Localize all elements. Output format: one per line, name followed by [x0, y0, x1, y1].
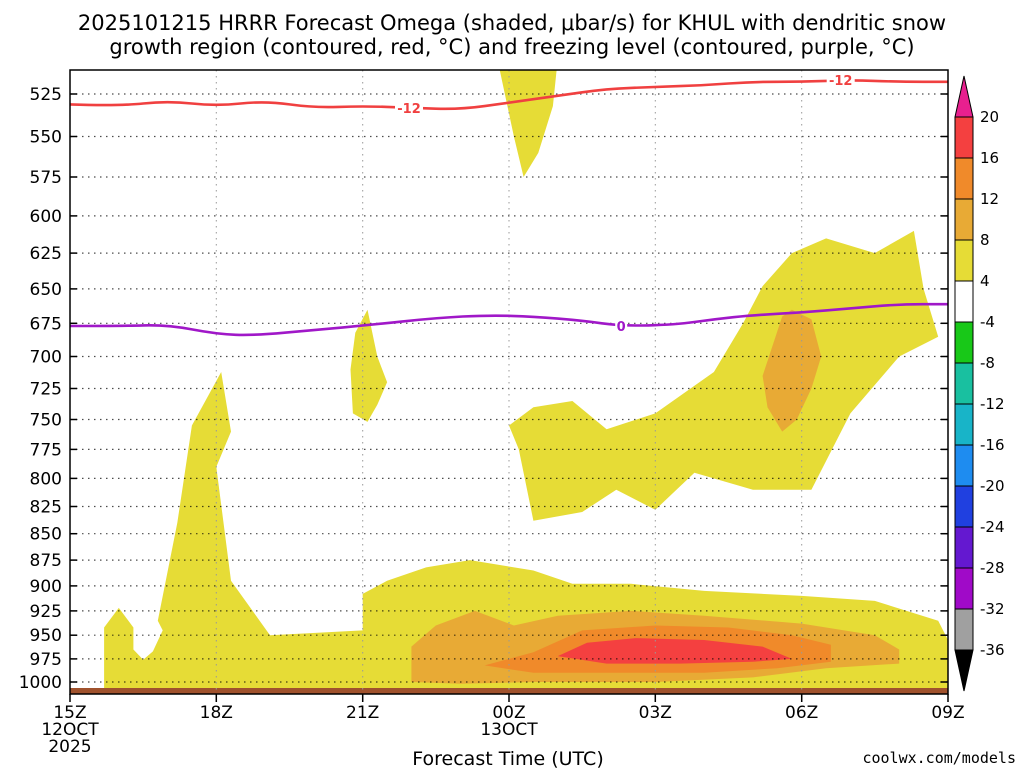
colorbar-bin-6 — [954, 362, 974, 405]
colorbar-label-11: -28 — [980, 559, 1005, 577]
y-axis: 525 550 575 600 625 650 675 700 725 750 775 800 825 8… — [19, 85, 948, 693]
omega-region-4-1 — [509, 230, 939, 521]
title-line-2: growth region (contoured, red, °C) and f… — [109, 35, 914, 59]
omega-region-4-3 — [350, 309, 388, 422]
colorbar-label-2: 12 — [980, 190, 999, 208]
colorbar-label-4: 4 — [980, 272, 990, 290]
colorbar-label-8: -16 — [980, 436, 1005, 454]
x-tick-label-3-0: 18Z — [200, 703, 233, 723]
contour-label-bg-0-0 — [395, 99, 423, 115]
x-tick-label-0-2: 2025 — [48, 737, 91, 757]
x-tick-label-0-0: 15Z — [53, 703, 86, 723]
colorbar-bin-11 — [954, 567, 974, 610]
contour-line-0 — [70, 79, 948, 111]
x-tick-label-6-0: 21Z — [346, 703, 379, 723]
omega-region-16-7 — [557, 638, 792, 664]
colorbar-label-12: -32 — [980, 600, 1005, 618]
colorbar-bin-12 — [954, 608, 974, 651]
colorbar: 20 16 12 8 4 -4 -8 -12 -16 -20 -24 -28 -32 -36 — [954, 75, 1005, 692]
chart-title: 2025101215 HRRR Forecast Omega (shaded, … — [78, 11, 946, 59]
y-tick-label-850: 850 — [30, 525, 62, 545]
y-tick-label-675: 675 — [30, 314, 62, 334]
y-tick-label-775: 775 — [30, 440, 62, 460]
y-tick-label-975: 975 — [30, 650, 62, 670]
x-tick-label-15-0: 06Z — [785, 703, 818, 723]
y-tick-label-900: 900 — [30, 577, 62, 597]
grid-lines — [70, 70, 948, 694]
credit-link[interactable]: coolwx.com/models — [862, 749, 1016, 767]
x-tick-label-9-1: 13OCT — [480, 720, 538, 740]
y-tick-label-550: 550 — [30, 128, 62, 148]
colorbar-label-5: -4 — [980, 313, 995, 331]
omega-region-8-4 — [762, 309, 822, 432]
title-line-1: 2025101215 HRRR Forecast Omega (shaded, … — [78, 11, 946, 35]
temperature-contours: -12 -12 0 — [70, 72, 948, 337]
colorbar-top-arrow — [954, 75, 974, 118]
x-tick-label-12-0: 03Z — [639, 703, 672, 723]
colorbar-bin-9 — [954, 485, 974, 528]
colorbar-label-1: 16 — [980, 149, 999, 167]
x-tick-label-0-1: 12OCT — [41, 720, 99, 740]
colorbar-label-3: 8 — [980, 231, 990, 249]
colorbar-label-0: 20 — [980, 108, 999, 126]
x-tick-label-18-0: 09Z — [931, 703, 964, 723]
contour-label-0-1: -12 — [829, 74, 853, 89]
y-tick-label-575: 575 — [30, 168, 62, 188]
y-tick-label-1000: 1000 — [19, 673, 62, 693]
contour-label-1-0: 0 — [617, 320, 626, 335]
y-tick-label-625: 625 — [30, 244, 62, 264]
y-tick-label-725: 725 — [30, 380, 62, 400]
contour-label-bg-0-1 — [826, 72, 855, 87]
colorbar-bin-0 — [954, 116, 974, 159]
y-tick-label-925: 925 — [30, 602, 62, 622]
y-tick-label-600: 600 — [30, 207, 62, 227]
colorbar-label-10: -24 — [980, 518, 1005, 536]
y-tick-label-700: 700 — [30, 348, 62, 368]
colorbar-label-9: -20 — [980, 477, 1005, 495]
contour-label-0-0: -12 — [397, 102, 421, 117]
contour-line-1 — [70, 302, 948, 337]
terrain-surface — [70, 688, 948, 694]
y-tick-label-800: 800 — [30, 469, 62, 489]
colorbar-label-13: -36 — [980, 641, 1005, 659]
y-tick-label-650: 650 — [30, 280, 62, 300]
colorbar-bin-3 — [954, 239, 974, 282]
colorbar-bin-7 — [954, 403, 974, 446]
terrain-bar — [70, 688, 948, 694]
colorbar-label-6: -8 — [980, 354, 995, 372]
colorbar-bin-1 — [954, 157, 974, 200]
y-tick-label-750: 750 — [30, 411, 62, 431]
y-tick-label-950: 950 — [30, 626, 62, 646]
y-tick-label-875: 875 — [30, 551, 62, 571]
x-axis-label: Forecast Time (UTC) — [412, 748, 603, 768]
colorbar-bin-5 — [954, 321, 974, 364]
contour-label-bg-1-0 — [615, 318, 628, 333]
colorbar-bin-4 — [954, 280, 974, 323]
colorbar-bin-10 — [954, 526, 974, 569]
colorbar-bottom-arrow — [954, 649, 974, 692]
colorbar-bin-2 — [954, 198, 974, 241]
colorbar-label-7: -12 — [980, 395, 1005, 413]
x-tick-label-9-0: 00Z — [492, 703, 525, 723]
colorbar-bin-8 — [954, 444, 974, 487]
y-tick-label-525: 525 — [30, 85, 62, 105]
y-tick-label-825: 825 — [30, 498, 62, 518]
